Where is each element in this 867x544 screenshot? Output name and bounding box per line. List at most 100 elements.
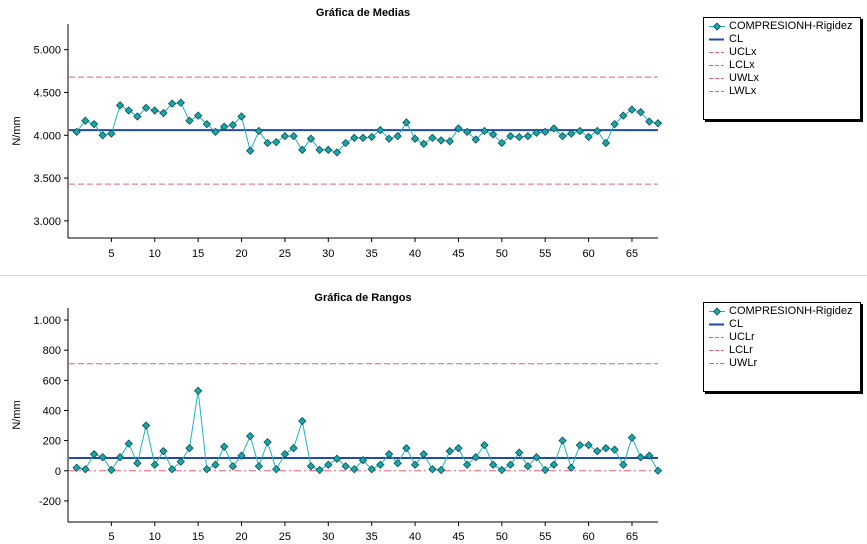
data-point bbox=[159, 108, 168, 118]
x-tick-label: 60 bbox=[582, 531, 594, 543]
legend-label: UCLx bbox=[729, 46, 757, 58]
data-point bbox=[532, 453, 541, 462]
data-point bbox=[515, 448, 524, 457]
data-point bbox=[220, 122, 229, 131]
data-point bbox=[107, 129, 116, 138]
legend-swatch bbox=[709, 52, 724, 53]
data-point bbox=[558, 131, 567, 141]
y-tick-label: 3.500 bbox=[33, 173, 61, 185]
x-tick-label: 5 bbox=[108, 248, 114, 260]
data-point bbox=[211, 460, 220, 469]
data-point bbox=[488, 460, 498, 469]
y-tick-label: 4.500 bbox=[33, 87, 61, 99]
legend-swatch bbox=[709, 38, 724, 41]
y-tick-label: -200 bbox=[39, 496, 61, 508]
legend-label: UWLx bbox=[729, 72, 759, 84]
data-point bbox=[324, 145, 333, 154]
data-point bbox=[428, 133, 437, 143]
data-point bbox=[133, 112, 142, 121]
x-tick-label: 50 bbox=[496, 248, 508, 260]
data-point bbox=[289, 443, 298, 453]
data-point bbox=[384, 134, 394, 143]
data-point bbox=[367, 132, 376, 142]
data-point bbox=[280, 131, 290, 141]
y-axis-label: N/mm bbox=[11, 400, 23, 429]
data-point bbox=[549, 124, 559, 133]
data-point bbox=[471, 135, 480, 144]
data-point bbox=[298, 145, 307, 154]
data-point bbox=[384, 450, 394, 459]
legend-item: CL bbox=[708, 318, 860, 331]
legend-item: COMPRESIONH-Rigidez bbox=[708, 20, 860, 33]
data-point bbox=[254, 126, 264, 136]
legend-label: LWLx bbox=[729, 85, 757, 97]
y-axis-label: N/mm bbox=[11, 116, 23, 145]
data-point bbox=[506, 460, 515, 469]
data-point bbox=[115, 101, 125, 110]
data-point bbox=[315, 465, 324, 475]
legend-item: CL bbox=[708, 33, 860, 46]
data-point bbox=[237, 451, 246, 460]
means-legend: COMPRESIONH-Rigidez CL UCLx LCLx UWLx LWLx bbox=[703, 17, 861, 120]
data-point bbox=[593, 126, 602, 136]
data-point bbox=[610, 445, 619, 454]
y-tick-label: 400 bbox=[43, 405, 61, 417]
x-tick-label: 20 bbox=[235, 248, 247, 260]
data-point bbox=[167, 465, 177, 474]
data-point bbox=[185, 443, 194, 453]
data-point bbox=[523, 131, 533, 141]
data-point bbox=[601, 138, 611, 148]
data-point bbox=[636, 108, 645, 117]
y-tick-label: 5.000 bbox=[33, 45, 61, 57]
data-point bbox=[89, 119, 99, 129]
x-tick-label: 30 bbox=[322, 531, 334, 543]
data-point bbox=[506, 131, 515, 141]
x-tick-label: 55 bbox=[539, 531, 551, 543]
data-point bbox=[176, 98, 185, 107]
data-point bbox=[393, 131, 402, 141]
data-point bbox=[185, 116, 194, 125]
legend-item: LWLx bbox=[708, 85, 860, 98]
legend-item: UCLx bbox=[708, 46, 860, 59]
data-point bbox=[193, 386, 203, 396]
data-point bbox=[358, 456, 368, 465]
data-point bbox=[341, 138, 350, 148]
data-point bbox=[159, 447, 168, 456]
x-tick-label: 60 bbox=[582, 248, 594, 260]
y-tick-label: 0 bbox=[55, 466, 61, 478]
data-point bbox=[567, 129, 576, 138]
data-point bbox=[332, 148, 342, 157]
data-point bbox=[549, 460, 559, 469]
data-point bbox=[141, 103, 151, 113]
data-point bbox=[350, 133, 359, 143]
data-point bbox=[358, 133, 368, 143]
data-point bbox=[610, 119, 619, 129]
data-point bbox=[202, 465, 211, 474]
x-tick-label: 45 bbox=[452, 531, 464, 543]
data-point bbox=[115, 453, 125, 462]
data-point bbox=[315, 145, 324, 154]
data-point bbox=[593, 447, 602, 456]
chart-title: Gráfica de Rangos bbox=[314, 292, 411, 304]
data-point bbox=[436, 465, 446, 475]
data-point bbox=[246, 146, 255, 155]
legend-swatch bbox=[709, 78, 724, 79]
data-point bbox=[202, 119, 211, 129]
x-tick-label: 30 bbox=[322, 248, 334, 260]
data-point bbox=[627, 433, 637, 442]
x-tick-label: 65 bbox=[626, 248, 638, 260]
legend-swatch bbox=[709, 350, 724, 351]
data-point bbox=[350, 465, 359, 474]
y-tick-label: 3.000 bbox=[33, 216, 61, 228]
y-tick-label: 200 bbox=[43, 436, 61, 448]
data-point bbox=[645, 117, 654, 126]
data-point bbox=[141, 421, 151, 430]
data-point bbox=[72, 463, 81, 472]
x-tick-label: 45 bbox=[452, 248, 464, 260]
means-chart: Gráfica de Medias N/mm 3.000 3.500 4.000 4.50… bbox=[11, 7, 663, 260]
data-point bbox=[454, 124, 463, 133]
x-tick-label: 15 bbox=[192, 531, 204, 543]
x-tick-label: 50 bbox=[496, 531, 508, 543]
data-point bbox=[367, 465, 376, 474]
data-point bbox=[410, 460, 420, 469]
